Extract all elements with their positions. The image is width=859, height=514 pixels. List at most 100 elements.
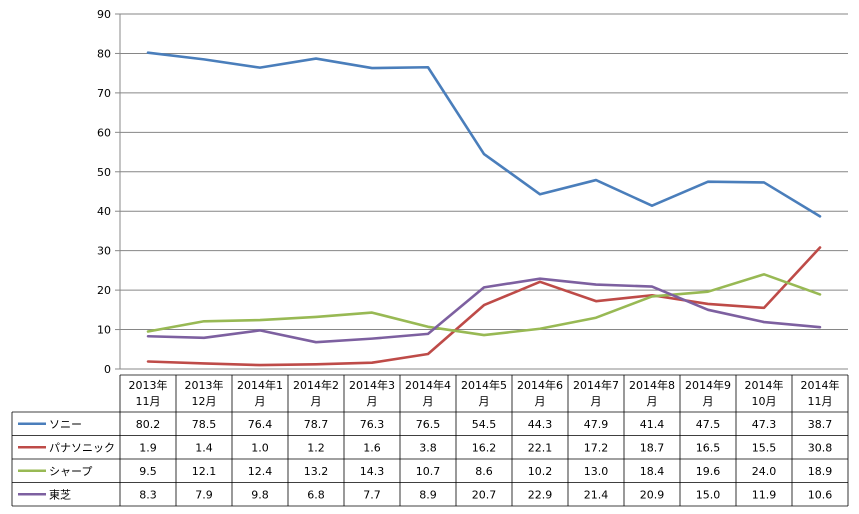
data-label: 10.7 (416, 465, 441, 478)
category-label: 月 (703, 395, 714, 408)
data-table: 2013年 11月 2013年 12月 2014年1 月 2014年2 月 2014年3 月 201… (11, 374, 849, 507)
legend-label: 東芝 (49, 488, 71, 501)
data-label: 47.3 (752, 418, 777, 431)
series-line (146, 277, 822, 344)
data-label: 1.9 (139, 441, 157, 454)
category-label: 11月 (136, 395, 161, 408)
data-label: 13.0 (584, 465, 609, 478)
y-tick-label: 0 (104, 363, 111, 376)
category-label: 月 (255, 395, 266, 408)
category-label: 11月 (808, 395, 833, 408)
data-label: 21.4 (584, 488, 609, 501)
data-label: 19.6 (696, 465, 721, 478)
category-label: 2014年4 (405, 378, 451, 392)
y-tick-label: 70 (97, 87, 111, 100)
y-tick-label: 10 (97, 324, 111, 337)
data-label: 8.3 (139, 488, 157, 501)
data-label: 76.3 (360, 418, 385, 431)
data-label: 18.9 (808, 465, 833, 478)
category-label: 12月 (192, 395, 217, 408)
data-label: 47.9 (584, 418, 609, 431)
category-label: 月 (591, 395, 602, 408)
category-label: 2014年9 (685, 378, 731, 392)
category-label: 2014年 (801, 378, 840, 392)
category-label: 月 (367, 395, 378, 408)
data-label: 1.4 (195, 441, 213, 454)
data-label: 18.4 (640, 465, 665, 478)
data-label: 12.1 (192, 465, 217, 478)
data-label: 22.1 (528, 441, 553, 454)
category-label: 月 (647, 395, 658, 408)
category-label: 月 (423, 395, 434, 408)
data-label: 1.0 (251, 441, 269, 454)
series-line (146, 246, 822, 367)
legend-label: ソニー (49, 418, 82, 431)
y-tick-label: 40 (97, 205, 111, 218)
category-label: 2014年6 (517, 378, 563, 392)
legend-label: パナソニック (49, 441, 115, 454)
category-label: 10月 (752, 395, 777, 408)
data-label: 76.4 (248, 418, 273, 431)
y-tick-label: 50 (97, 166, 111, 179)
data-label: 13.2 (304, 465, 329, 478)
data-label: 54.5 (472, 418, 497, 431)
data-label: 8.9 (419, 488, 437, 501)
y-tick-label: 30 (97, 245, 111, 258)
category-label: 月 (311, 395, 322, 408)
data-label: 3.8 (419, 441, 437, 454)
data-label: 7.9 (195, 488, 213, 501)
data-label: 24.0 (752, 465, 777, 478)
data-label: 41.4 (640, 418, 665, 431)
data-label: 80.2 (136, 418, 161, 431)
y-axis: 0 10 20 30 40 50 60 70 80 90 (97, 8, 121, 376)
data-label: 9.5 (139, 465, 157, 478)
data-label: 20.9 (640, 488, 665, 501)
category-label: 2014年8 (629, 378, 675, 392)
category-label: 月 (479, 395, 490, 408)
data-label: 8.6 (475, 465, 493, 478)
legend-label: シャープ (49, 465, 92, 478)
data-label: 38.7 (808, 418, 833, 431)
data-label: 44.3 (528, 418, 553, 431)
data-label: 6.8 (307, 488, 325, 501)
category-label: 2014年3 (349, 378, 395, 392)
category-label: 2014年5 (461, 378, 507, 392)
data-label: 14.3 (360, 465, 385, 478)
data-label: 78.5 (192, 418, 217, 431)
data-label: 1.6 (363, 441, 381, 454)
data-label: 22.9 (528, 488, 553, 501)
data-label: 16.5 (696, 441, 721, 454)
series-line (146, 273, 822, 337)
y-tick-label: 60 (97, 126, 111, 139)
data-label: 47.5 (696, 418, 721, 431)
data-label: 9.8 (251, 488, 269, 501)
data-label: 1.2 (307, 441, 325, 454)
series-line (146, 51, 822, 218)
data-label: 15.5 (752, 441, 777, 454)
data-label: 11.9 (752, 488, 777, 501)
data-label: 30.8 (808, 441, 833, 454)
data-label: 10.6 (808, 488, 833, 501)
data-label: 78.7 (304, 418, 329, 431)
data-label: 7.7 (363, 488, 381, 501)
data-label: 20.7 (472, 488, 497, 501)
y-tick-label: 80 (97, 47, 111, 60)
data-label: 15.0 (696, 488, 721, 501)
category-label: 2013年 (129, 378, 168, 392)
category-label: 2014年1 (237, 378, 283, 392)
data-label: 16.2 (472, 441, 497, 454)
data-label: 76.5 (416, 418, 441, 431)
data-label: 18.7 (640, 441, 665, 454)
category-label: 2013年 (185, 378, 224, 392)
gridlines (120, 13, 848, 370)
category-label: 2014年7 (573, 378, 619, 392)
category-label: 月 (535, 395, 546, 408)
y-tick-label: 90 (97, 8, 111, 21)
data-label: 10.2 (528, 465, 553, 478)
data-label: 17.2 (584, 441, 609, 454)
category-label: 2014年2 (293, 378, 339, 392)
y-tick-label: 20 (97, 284, 111, 297)
category-label: 2014年 (745, 378, 784, 392)
data-label: 12.4 (248, 465, 273, 478)
